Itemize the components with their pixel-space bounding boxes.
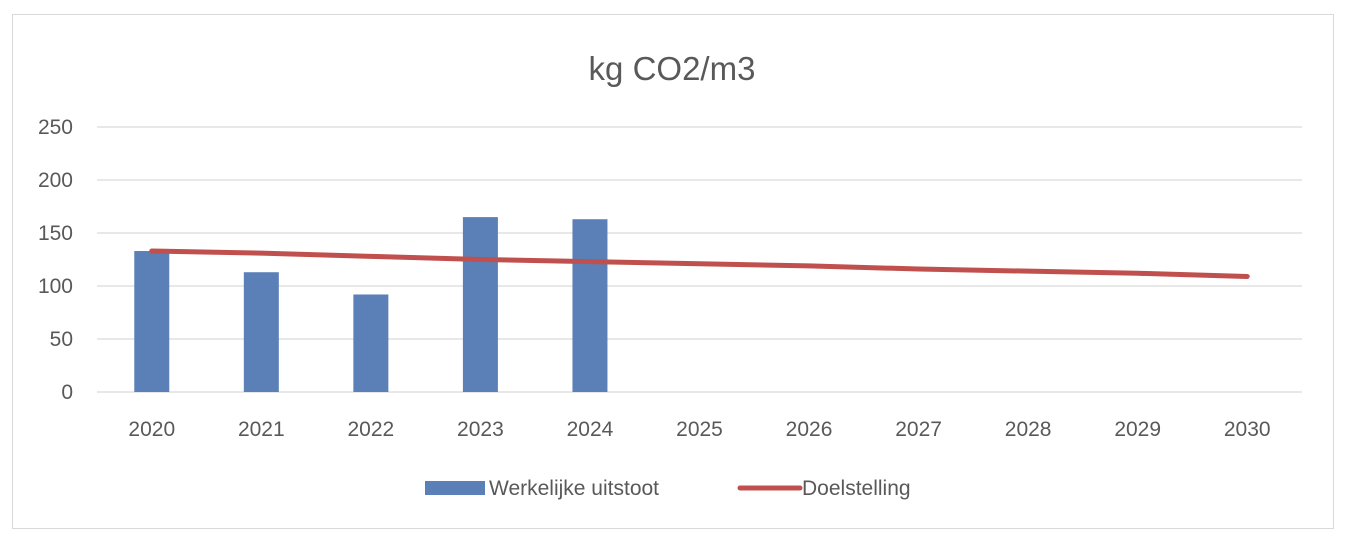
- x-tick-label: 2026: [786, 418, 833, 441]
- bar: [462, 217, 498, 392]
- target-line: [149, 248, 1250, 279]
- legend-bar-swatch: [425, 481, 485, 495]
- y-tick-label: 50: [50, 328, 73, 351]
- bar: [572, 219, 608, 392]
- x-tick-label: 2022: [348, 418, 395, 441]
- legend: Werkelijke uitstoot Doelstelling: [425, 477, 911, 500]
- legend-bar-label: Werkelijke uitstoot: [489, 477, 659, 500]
- x-tick-label: 2024: [567, 418, 614, 441]
- x-tick-label: 2025: [676, 418, 723, 441]
- bar: [134, 251, 170, 392]
- gridlines: [97, 126, 1302, 393]
- y-axis-ticks: 0 50 100 150 200 250: [38, 116, 73, 404]
- chart-title: kg CO2/m3: [589, 50, 756, 87]
- bar: [243, 272, 279, 392]
- x-tick-label: 2021: [238, 418, 285, 441]
- bar: [353, 294, 389, 392]
- y-tick-label: 100: [38, 275, 73, 298]
- x-tick-label: 2027: [895, 418, 942, 441]
- legend-line-label: Doelstelling: [802, 477, 911, 500]
- y-tick-label: 150: [38, 222, 73, 245]
- bar-series: [134, 217, 608, 392]
- line-series: [149, 248, 1250, 279]
- x-axis-ticks: 2020 2021 2022 2023 2024 2025 2026 2027 2028 2029…: [128, 418, 1270, 441]
- y-tick-label: 250: [38, 116, 73, 139]
- y-tick-label: 200: [38, 169, 73, 192]
- y-tick-label: 0: [61, 381, 73, 404]
- x-tick-label: 2028: [1005, 418, 1052, 441]
- x-tick-label: 2020: [128, 418, 175, 441]
- x-tick-label: 2023: [457, 418, 504, 441]
- x-tick-label: 2029: [1114, 418, 1161, 441]
- x-tick-label: 2030: [1224, 418, 1271, 441]
